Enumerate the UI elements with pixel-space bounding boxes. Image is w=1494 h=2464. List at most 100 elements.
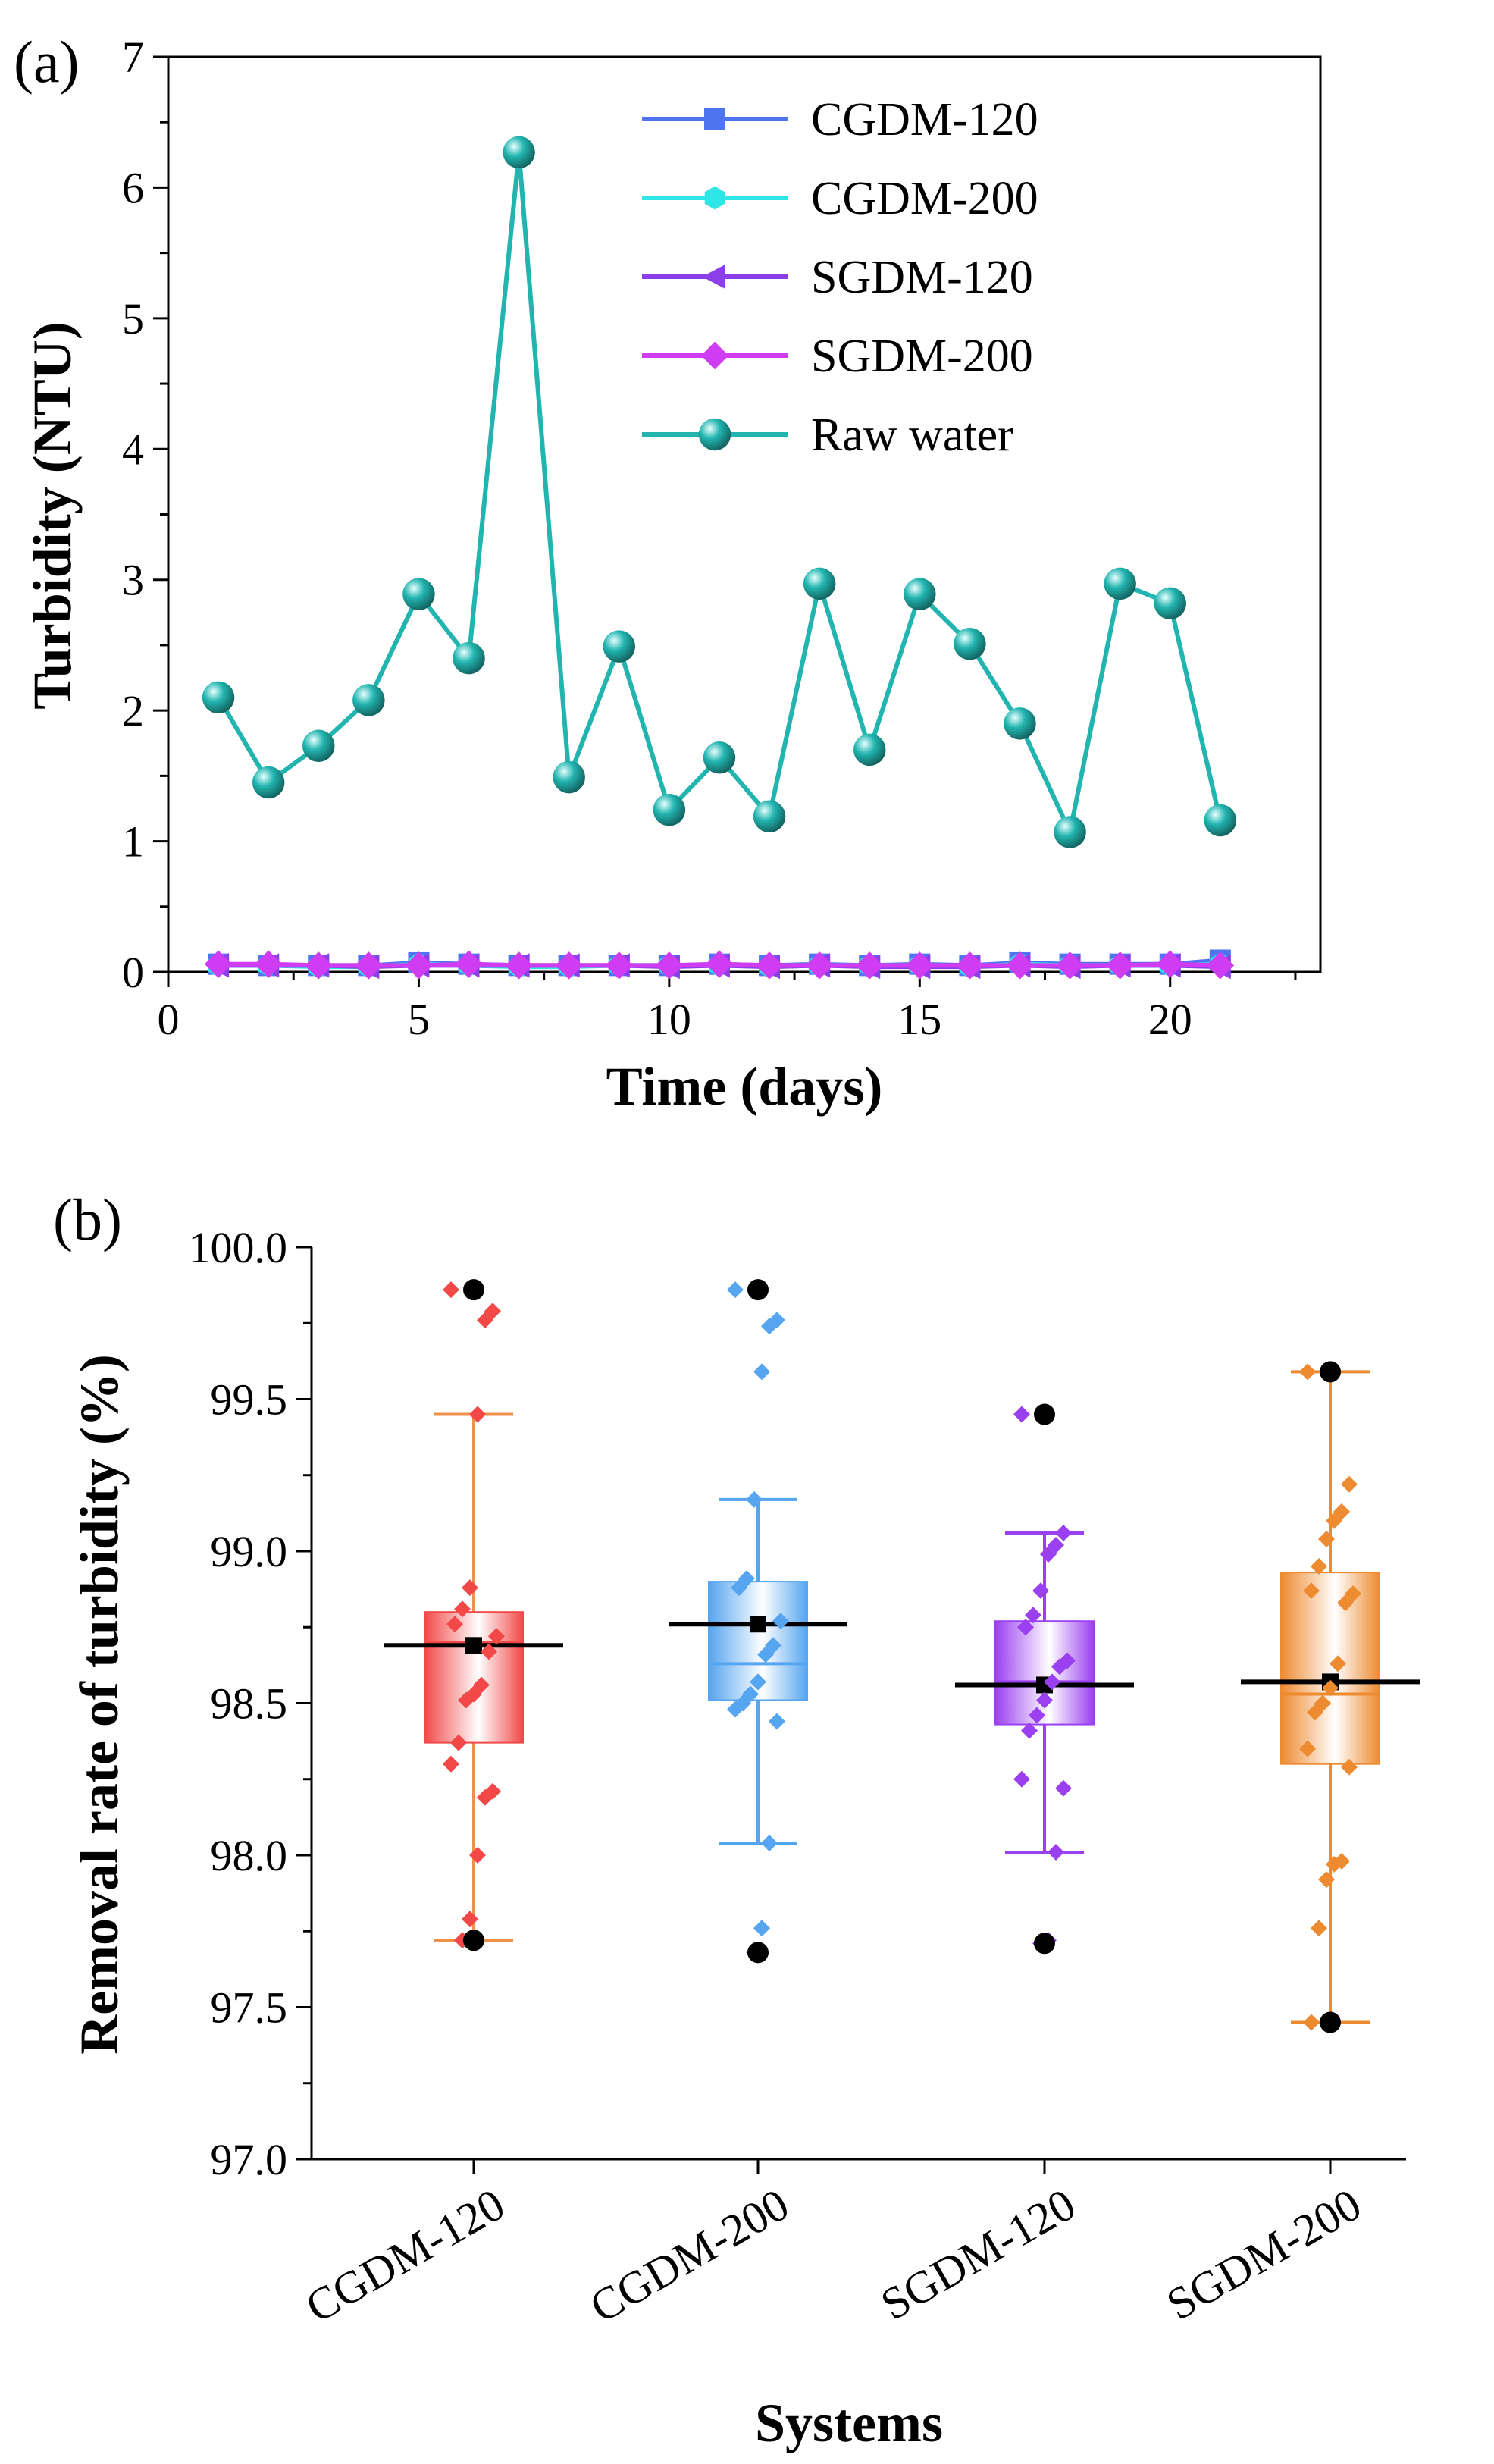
data-point	[462, 1911, 478, 1928]
y-tick-label: 100.0	[189, 1223, 288, 1272]
marker-diamond	[355, 951, 383, 980]
marker-diamond	[906, 951, 934, 980]
marker-diamond	[455, 950, 483, 978]
marker-sphere	[1204, 804, 1237, 837]
data-point	[1299, 1740, 1316, 1757]
series-sgdm-200	[204, 950, 1235, 980]
outlier-point	[1034, 1403, 1055, 1425]
data-point	[1326, 1856, 1342, 1873]
marker-sphere	[803, 567, 836, 600]
x-tick-label: 15	[897, 995, 941, 1044]
data-point	[1318, 1530, 1335, 1547]
y-tick-label: 0	[122, 948, 144, 997]
marker-diamond	[700, 341, 729, 370]
y-tick-label: 98.0	[211, 1831, 288, 1880]
y-tick-label: 5	[122, 294, 144, 343]
legend-item: CGDM-120	[642, 94, 1038, 146]
data-point	[1341, 1475, 1358, 1493]
series-raw-water	[202, 136, 1237, 848]
data-point	[750, 1673, 766, 1691]
outlier-point	[747, 1942, 769, 1964]
marker-sphere	[202, 681, 235, 714]
y-tick-label: 98.5	[211, 1679, 288, 1729]
outlier-point	[1034, 1933, 1055, 1955]
box-iqr	[1280, 1572, 1380, 1765]
marker-sphere	[698, 418, 731, 451]
marker-diamond	[305, 951, 333, 980]
legend-item: SGDM-120	[642, 252, 1033, 303]
marker-diamond	[1156, 950, 1184, 978]
box-cgdm-200	[669, 1279, 847, 1964]
data-point	[1040, 1546, 1057, 1563]
y-tick-label: 99.5	[211, 1375, 288, 1425]
data-point	[1303, 1582, 1320, 1600]
data-point	[462, 1579, 478, 1597]
marker-sphere	[352, 684, 385, 716]
data-point	[1326, 1512, 1342, 1529]
legend-label: SGDM-200	[811, 331, 1033, 382]
data-point	[761, 1834, 778, 1851]
outlier-point	[1320, 2011, 1341, 2033]
data-point	[1036, 1691, 1053, 1709]
marker-hexagon	[704, 186, 725, 210]
data-point	[1345, 1585, 1361, 1603]
data-point	[1330, 1655, 1346, 1672]
data-point	[765, 1637, 781, 1654]
marker-diamond	[956, 951, 984, 980]
panel-b-axes: 97.0 97.5 98.0 98.5 99.0 99.5 100.0 CGDM-120 CGD…	[189, 1223, 1370, 2332]
data-point	[1055, 1779, 1072, 1797]
data-point	[731, 1579, 747, 1597]
marker-diamond	[605, 951, 633, 980]
marker-sphere	[1154, 587, 1186, 620]
data-point	[1048, 1536, 1064, 1553]
data-point	[481, 1643, 497, 1660]
data-point	[488, 1628, 505, 1645]
data-point	[1311, 1558, 1327, 1575]
data-point	[1021, 1722, 1038, 1739]
box-sgdm-200	[1241, 1361, 1420, 2033]
box-iqr	[424, 1611, 524, 1744]
x-tick-label: SGDM-200	[1158, 2179, 1369, 2330]
data-point	[738, 1570, 755, 1588]
x-tick-label: 5	[408, 995, 430, 1044]
y-tick-label: 1	[122, 817, 144, 867]
data-point	[742, 1685, 759, 1703]
panel-a-plot-frame	[167, 55, 1322, 973]
data-point	[772, 1613, 789, 1630]
panel-b-box-chart: (b) 97.0 97.5 98.0 98.5 99.0 99.5 100.0 CGDM-12…	[53, 1187, 1420, 2453]
marker-sphere	[653, 793, 686, 826]
marker-diamond	[1056, 951, 1084, 980]
data-point	[1013, 1406, 1030, 1423]
marker-diamond	[856, 951, 884, 980]
panel-a-x-axis-label: Time (days)	[606, 1056, 883, 1117]
panel-a-legend: CGDM-120 CGDM-200 SGDM-120 SGDM-200 Raw wate…	[642, 94, 1038, 461]
data-point	[443, 1281, 459, 1299]
data-point	[446, 1616, 463, 1633]
panel-a-line-chart: (a) 0 5 10 15 20 0 1 2 3 4 5 6 7 CGDM-120 CGDM-200 SGD…	[14, 29, 1322, 1117]
data-point	[769, 1713, 785, 1730]
data-point	[1032, 1582, 1049, 1600]
data-point	[1341, 1758, 1358, 1776]
marker-sphere	[402, 578, 435, 610]
data-point	[746, 1491, 763, 1508]
data-point	[757, 1646, 774, 1663]
legend-label: CGDM-120	[811, 94, 1038, 146]
data-point	[1322, 1679, 1339, 1697]
marker-sphere	[703, 741, 736, 774]
marker-sphere	[603, 630, 636, 663]
y-tick-label: 99.0	[211, 1527, 288, 1576]
outlier-point	[463, 1930, 484, 1951]
data-point	[1029, 1707, 1045, 1724]
marker-sphere	[1054, 816, 1086, 848]
marker-diamond	[1106, 951, 1134, 980]
data-point	[1333, 1503, 1350, 1520]
x-tick-label: CGDM-200	[581, 2179, 797, 2332]
outlier-point	[747, 1279, 769, 1301]
marker-diamond	[705, 950, 734, 978]
series-line	[216, 149, 1223, 835]
data-point	[1048, 1843, 1064, 1861]
data-point	[753, 1363, 770, 1381]
box-sgdm-120	[955, 1403, 1134, 1955]
data-point	[454, 1600, 471, 1618]
